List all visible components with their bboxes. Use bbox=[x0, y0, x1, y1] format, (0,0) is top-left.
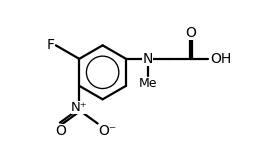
Text: O⁻: O⁻ bbox=[98, 124, 116, 138]
Text: N⁺: N⁺ bbox=[71, 101, 88, 114]
Text: O: O bbox=[185, 26, 196, 40]
Text: OH: OH bbox=[210, 52, 231, 66]
Text: F: F bbox=[47, 38, 55, 52]
Text: N: N bbox=[143, 52, 153, 66]
Text: Me: Me bbox=[138, 77, 157, 90]
Text: O: O bbox=[55, 124, 66, 138]
